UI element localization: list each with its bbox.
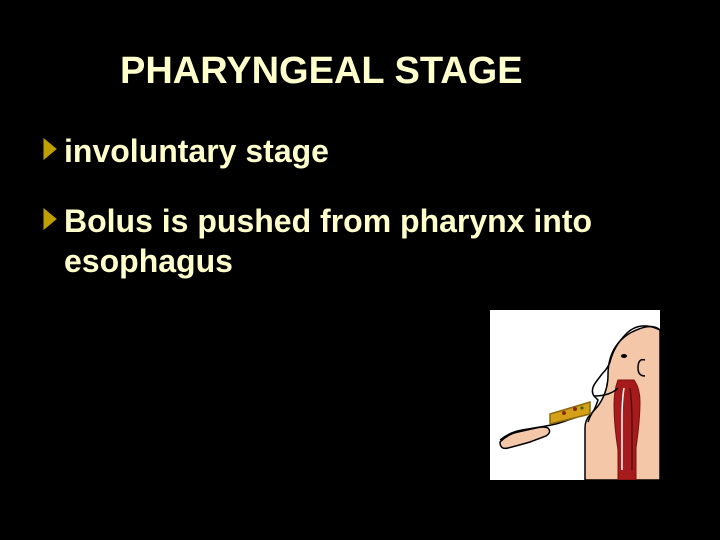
bullet-item-1: involuntary stage bbox=[40, 131, 680, 171]
chevron-right-icon bbox=[40, 137, 64, 161]
slide-title: PHARYNGEAL STAGE bbox=[120, 50, 680, 93]
slide-container: PHARYNGEAL STAGE involuntary stage Bolus… bbox=[0, 0, 720, 540]
bullet-text-2: Bolus is pushed from pharynx into esopha… bbox=[64, 201, 624, 281]
chevron-right-icon bbox=[40, 207, 64, 231]
bullet-text-1: involuntary stage bbox=[64, 131, 329, 171]
anatomy-illustration bbox=[490, 310, 660, 480]
bullet-item-2: Bolus is pushed from pharynx into esopha… bbox=[40, 201, 680, 281]
